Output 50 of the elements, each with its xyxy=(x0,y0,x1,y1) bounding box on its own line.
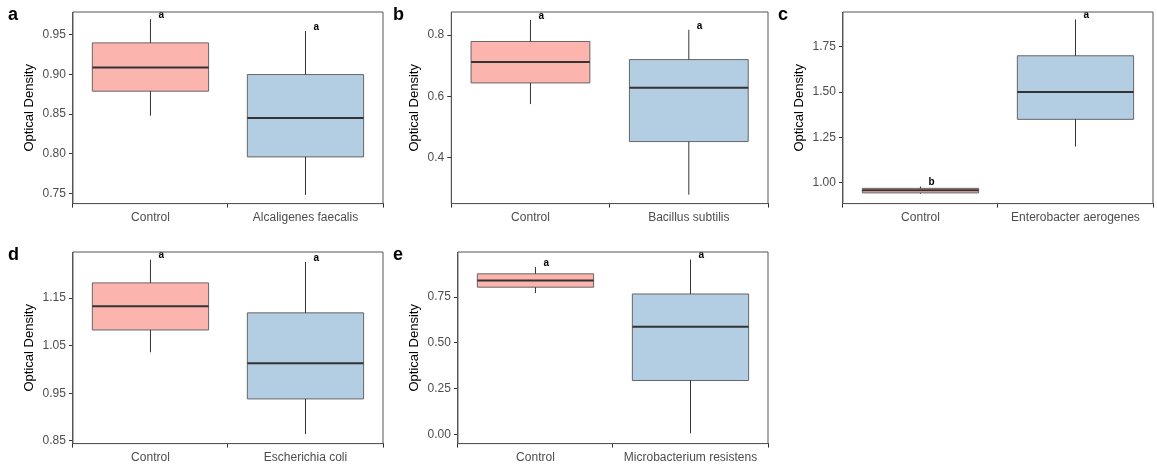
y-tick-label: 0.25 xyxy=(427,381,452,396)
y-tick-label: 0.80 xyxy=(42,146,67,161)
y-axis-title: Optical Density xyxy=(21,303,37,392)
chart-title: c xyxy=(778,4,789,25)
y-tick-label: 1.15 xyxy=(42,290,67,305)
x-tick-label: Microbacterium resistens xyxy=(623,450,758,465)
x-tick-label: Enterobacter aerogenes xyxy=(1011,210,1140,225)
chart-title: a xyxy=(8,4,19,25)
y-tick-label: 1.00 xyxy=(812,175,837,190)
annotation: a xyxy=(158,249,165,261)
y-axis-title: Optical Density xyxy=(406,63,422,152)
y-tick-label: 1.25 xyxy=(812,129,837,144)
annotation: a xyxy=(698,249,705,261)
y-tick-label: 0.75 xyxy=(427,289,452,304)
y-tick-label: 1.50 xyxy=(812,84,837,99)
y-tick-label: 0.4 xyxy=(427,150,445,165)
y-tick-label: 0.95 xyxy=(42,27,67,42)
x-tick-label: Control xyxy=(516,450,555,465)
y-tick-label: 1.05 xyxy=(42,337,67,352)
x-tick-label: Control xyxy=(901,210,940,225)
chart-title: e xyxy=(393,244,404,265)
annotation: a xyxy=(543,256,550,268)
annotation: a xyxy=(158,8,165,20)
annotation: b xyxy=(928,176,935,188)
y-tick-label: 0.95 xyxy=(42,385,67,400)
chart-title: b xyxy=(393,4,404,25)
y-tick-label: 0.6 xyxy=(427,88,445,103)
annotation: a xyxy=(1083,9,1090,21)
y-tick-label: 0.00 xyxy=(427,426,452,441)
x-tick-label: Escherichia coli xyxy=(263,450,348,465)
y-axis-title: Optical Density xyxy=(21,63,37,152)
y-tick-label: 0.75 xyxy=(42,185,67,200)
x-tick-label: Alcaligenes faecalis xyxy=(252,210,359,225)
chart-title: d xyxy=(8,244,19,265)
y-tick-label: 0.85 xyxy=(42,106,67,121)
x-tick-label: Control xyxy=(131,210,170,225)
y-axis-title: Optical Density xyxy=(791,63,807,152)
y-axis-title: Optical Density xyxy=(406,303,422,392)
y-tick-label: 0.85 xyxy=(42,433,67,448)
x-tick-label: Control xyxy=(511,210,550,225)
x-tick-label: Control xyxy=(131,450,170,465)
annotation: a xyxy=(538,9,545,21)
y-tick-label: 0.8 xyxy=(427,27,445,42)
annotation: a xyxy=(696,19,703,31)
annotation: a xyxy=(313,251,320,263)
x-tick-label: Bacillus subtilis xyxy=(648,210,730,225)
y-tick-label: 0.90 xyxy=(42,66,67,81)
y-tick-label: 1.75 xyxy=(812,39,837,53)
y-tick-label: 0.50 xyxy=(427,335,452,350)
annotation: a xyxy=(313,20,320,32)
